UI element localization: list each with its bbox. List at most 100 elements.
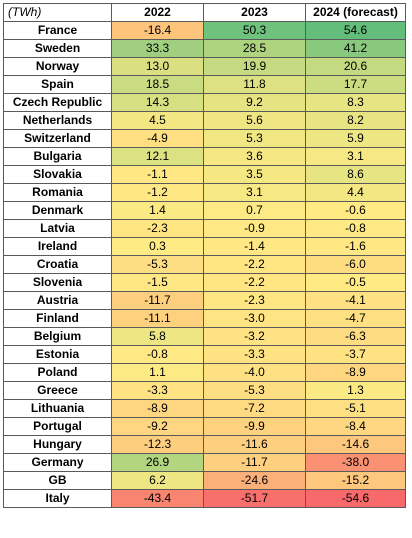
table-row-bulgaria: Bulgaria 12.1 3.6 3.1 (3, 147, 406, 166)
heat-cell-2022: 0.3 (111, 237, 204, 256)
heat-cell-2022: 4.5 (111, 111, 204, 130)
heat-cell-2023: -5.3 (203, 381, 306, 400)
heat-cell-2024-forecast: -5.1 (305, 399, 406, 418)
heat-cell-2022: -0.8 (111, 345, 204, 364)
table-row-italy: Italy -43.4 -51.7 -54.6 (3, 489, 406, 508)
heat-cell-2022: -43.4 (111, 489, 204, 508)
country-label: Sweden (3, 39, 112, 58)
heat-cell-2024-forecast: -8.9 (305, 363, 406, 382)
heat-cell-2023: -11.6 (203, 435, 306, 454)
heat-cell-2023: 11.8 (203, 75, 306, 94)
heat-cell-2023: -7.2 (203, 399, 306, 418)
heat-cell-2022: -3.3 (111, 381, 204, 400)
heat-cell-2023: 3.1 (203, 183, 306, 202)
table-row-portugal: Portugal -9.2 -9.9 -8.4 (3, 417, 406, 436)
table-row-switzerland: Switzerland -4.9 5.3 5.9 (3, 129, 406, 148)
heat-cell-2023: 0.7 (203, 201, 306, 220)
heat-cell-2023: -2.2 (203, 255, 306, 274)
column-header-2024-forecast: 2024 (forecast) (305, 3, 406, 22)
heatmap-body: France -16.4 50.3 54.6 Sweden 33.3 28.5 41.2 Nor… (3, 21, 406, 508)
country-label: GB (3, 471, 112, 490)
heat-cell-2023: 3.5 (203, 165, 306, 184)
table-row-france: France -16.4 50.3 54.6 (3, 21, 406, 40)
heat-cell-2023: -3.0 (203, 309, 306, 328)
heat-cell-2024-forecast: 4.4 (305, 183, 406, 202)
country-label: Lithuania (3, 399, 112, 418)
heat-cell-2024-forecast: 3.1 (305, 147, 406, 166)
country-label: Poland (3, 363, 112, 382)
country-label: Slovenia (3, 273, 112, 292)
heat-cell-2024-forecast: -4.7 (305, 309, 406, 328)
heat-cell-2022: -11.7 (111, 291, 204, 310)
table-row-germany: Germany 26.9 -11.7 -38.0 (3, 453, 406, 472)
country-label: Switzerland (3, 129, 112, 148)
table-row-austria: Austria -11.7 -2.3 -4.1 (3, 291, 406, 310)
heat-cell-2022: -1.2 (111, 183, 204, 202)
heat-cell-2023: -3.3 (203, 345, 306, 364)
header-row: (TWh) 2022 2023 2024 (forecast) (3, 3, 406, 22)
heat-cell-2023: 50.3 (203, 21, 306, 40)
country-label: Bulgaria (3, 147, 112, 166)
heat-cell-2024-forecast: -3.7 (305, 345, 406, 364)
heat-cell-2022: 1.4 (111, 201, 204, 220)
table-row-slovakia: Slovakia -1.1 3.5 8.6 (3, 165, 406, 184)
heat-cell-2024-forecast: -14.6 (305, 435, 406, 454)
table-row-lithuania: Lithuania -8.9 -7.2 -5.1 (3, 399, 406, 418)
heat-cell-2024-forecast: 1.3 (305, 381, 406, 400)
table-row-spain: Spain 18.5 11.8 17.7 (3, 75, 406, 94)
unit-label: (TWh) (3, 3, 112, 22)
country-label: Greece (3, 381, 112, 400)
heat-cell-2022: -1.1 (111, 165, 204, 184)
table-row-finland: Finland -11.1 -3.0 -4.7 (3, 309, 406, 328)
heat-cell-2022: -8.9 (111, 399, 204, 418)
country-label: Latvia (3, 219, 112, 238)
heat-cell-2022: 26.9 (111, 453, 204, 472)
heat-cell-2024-forecast: -1.6 (305, 237, 406, 256)
country-label: Finland (3, 309, 112, 328)
heat-cell-2022: -2.3 (111, 219, 204, 238)
table-row-denmark: Denmark 1.4 0.7 -0.6 (3, 201, 406, 220)
country-label: Portugal (3, 417, 112, 436)
heat-cell-2024-forecast: 41.2 (305, 39, 406, 58)
heat-cell-2022: 33.3 (111, 39, 204, 58)
table-row-norway: Norway 13.0 19.9 20.6 (3, 57, 406, 76)
table-row-romania: Romania -1.2 3.1 4.4 (3, 183, 406, 202)
country-label: Croatia (3, 255, 112, 274)
heat-cell-2024-forecast: -0.6 (305, 201, 406, 220)
country-label: Italy (3, 489, 112, 508)
country-label: France (3, 21, 112, 40)
heatmap-table-container: (TWh) 2022 2023 2024 (forecast) France -1… (3, 3, 406, 508)
country-label: Norway (3, 57, 112, 76)
heat-cell-2023: 5.6 (203, 111, 306, 130)
heat-cell-2022: -4.9 (111, 129, 204, 148)
heat-cell-2024-forecast: 8.3 (305, 93, 406, 112)
heat-cell-2023: -1.4 (203, 237, 306, 256)
heat-cell-2022: -1.5 (111, 273, 204, 292)
country-label: Ireland (3, 237, 112, 256)
heat-cell-2022: -11.1 (111, 309, 204, 328)
table-row-slovenia: Slovenia -1.5 -2.2 -0.5 (3, 273, 406, 292)
country-label: Slovakia (3, 165, 112, 184)
country-label: Hungary (3, 435, 112, 454)
country-label: Denmark (3, 201, 112, 220)
net-exports-heatmap-table: (TWh) 2022 2023 2024 (forecast) France -1… (3, 3, 406, 508)
table-row-latvia: Latvia -2.3 -0.9 -0.8 (3, 219, 406, 238)
heat-cell-2022: 12.1 (111, 147, 204, 166)
heat-cell-2022: -16.4 (111, 21, 204, 40)
heat-cell-2022: 18.5 (111, 75, 204, 94)
column-header-2023: 2023 (203, 3, 306, 22)
heat-cell-2023: 28.5 (203, 39, 306, 58)
heat-cell-2024-forecast: 8.2 (305, 111, 406, 130)
heat-cell-2024-forecast: -8.4 (305, 417, 406, 436)
heat-cell-2024-forecast: -54.6 (305, 489, 406, 508)
heat-cell-2024-forecast: 54.6 (305, 21, 406, 40)
heat-cell-2023: -11.7 (203, 453, 306, 472)
heat-cell-2024-forecast: 17.7 (305, 75, 406, 94)
heat-cell-2023: -0.9 (203, 219, 306, 238)
table-row-czech-republic: Czech Republic 14.3 9.2 8.3 (3, 93, 406, 112)
heat-cell-2024-forecast: -0.8 (305, 219, 406, 238)
heat-cell-2024-forecast: -6.3 (305, 327, 406, 346)
heat-cell-2023: 5.3 (203, 129, 306, 148)
country-label: Spain (3, 75, 112, 94)
country-label: Estonia (3, 345, 112, 364)
